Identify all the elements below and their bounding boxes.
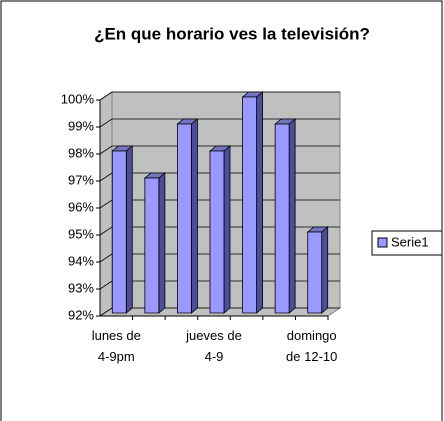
y-tick-label: 100% (61, 91, 95, 106)
bar-side (158, 172, 166, 314)
x-tick-label: lunes de 4-9pm (91, 328, 141, 364)
y-tick-label: 98% (68, 145, 94, 160)
bar-side (288, 118, 296, 314)
x-tick-label: jueves de 4-9 (186, 328, 242, 364)
bar-front (274, 123, 290, 314)
bar (208, 145, 232, 314)
y-tick-label: 96% (68, 199, 94, 214)
bar-front (144, 177, 160, 314)
grid-line (99, 145, 340, 155)
legend-swatch (377, 237, 388, 248)
y-tick-label: 99% (68, 118, 94, 133)
bar-side (223, 145, 231, 314)
bar (111, 145, 134, 314)
y-tick-label: 95% (68, 226, 94, 241)
legend-label: Serie1 (391, 234, 429, 249)
bar-front (209, 150, 225, 314)
bar (241, 91, 264, 314)
bar-front (242, 96, 257, 314)
grid-line (99, 91, 340, 101)
x-tick-label: domingo de 12-10 (286, 328, 338, 364)
y-tick-label: 93% (68, 280, 94, 295)
bar-front (111, 150, 127, 314)
y-tick-label: 94% (68, 253, 94, 268)
y-tick-label: 97% (68, 172, 94, 187)
bar (143, 172, 166, 314)
bar (306, 226, 329, 314)
y-tick-label: 92% (68, 307, 94, 322)
bar (176, 118, 199, 314)
bar-front (177, 123, 192, 314)
bar-side (256, 91, 263, 314)
chart-title: ¿En que horario ves la televisión? (94, 24, 370, 43)
bar-side (321, 226, 329, 314)
bar (274, 118, 297, 314)
bar-front (307, 231, 323, 314)
bar-side (191, 118, 198, 314)
bar-side (125, 145, 133, 314)
grid-line (99, 118, 340, 128)
